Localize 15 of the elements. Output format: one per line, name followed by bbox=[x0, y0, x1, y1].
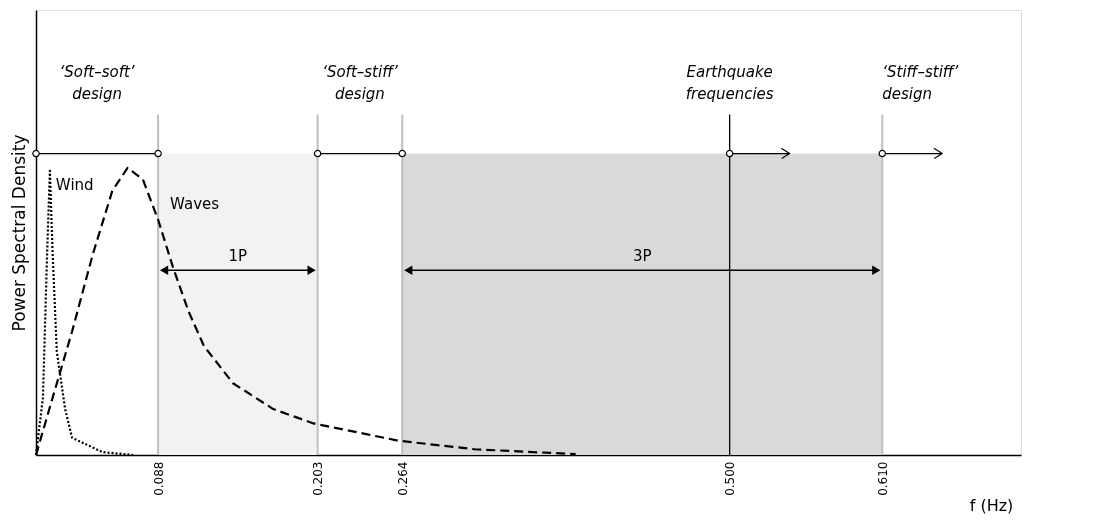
text: ‘Soft–soft’ design bbox=[59, 62, 135, 103]
x-tick-label: 0.264 bbox=[395, 461, 410, 496]
text: ‘Soft–stiff’ design bbox=[322, 62, 398, 103]
x-tick-label: 0.088 bbox=[151, 461, 166, 496]
ref-line-label: Earthquake frequencies bbox=[685, 62, 774, 103]
y-axis-title: Power Spectral Density bbox=[8, 134, 29, 332]
band-label: 1P bbox=[228, 247, 248, 266]
x-tick-label: 0.203 bbox=[311, 461, 326, 496]
series-label: Waves bbox=[170, 194, 220, 213]
x-axis-title: f (Hz) bbox=[969, 495, 1014, 515]
band-label: 3P bbox=[632, 247, 652, 266]
x-tick-label: 0.500 bbox=[723, 461, 738, 496]
ref-line-label: ‘Stiff–stiff’ design bbox=[882, 62, 959, 103]
series-label: Wind bbox=[55, 175, 94, 194]
x-tick-label: 0.610 bbox=[875, 461, 890, 496]
